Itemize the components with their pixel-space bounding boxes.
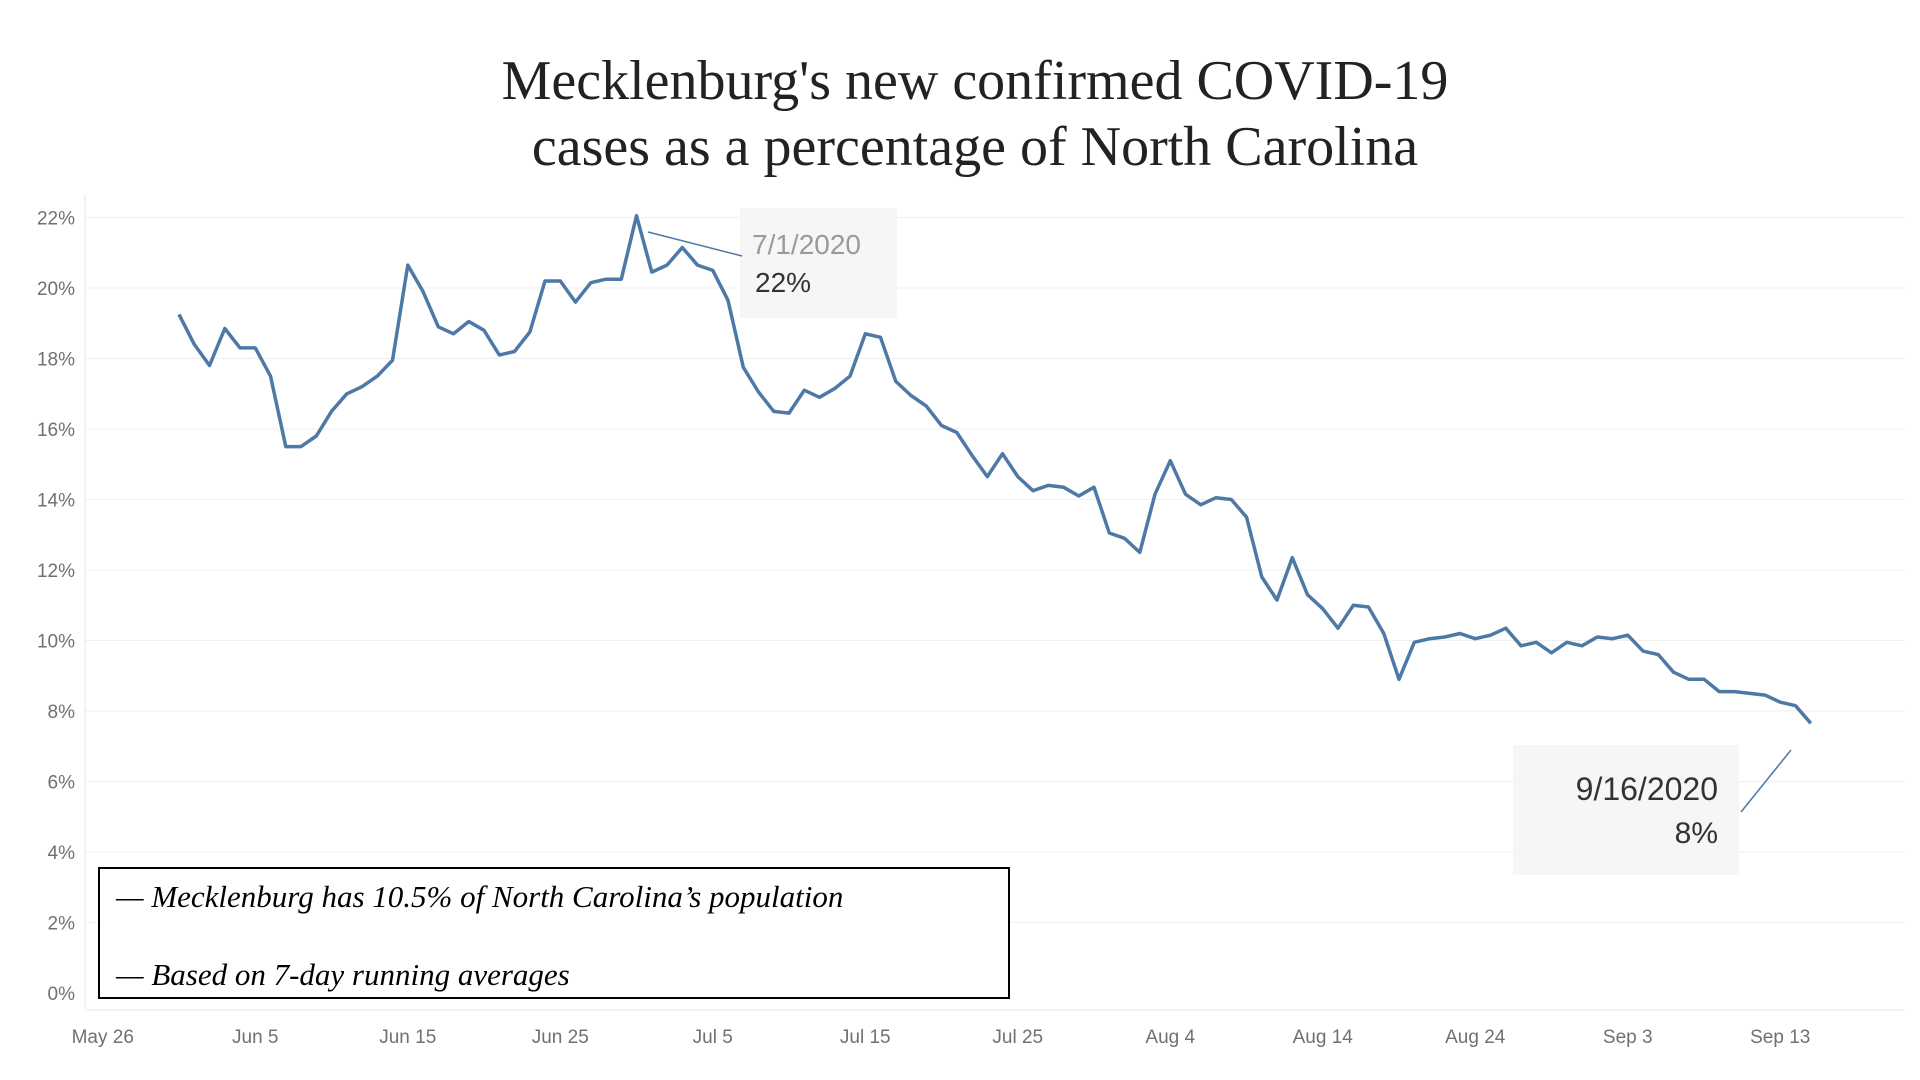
y-tick-label: 2% <box>48 914 76 935</box>
x-tick-label: Jul 25 <box>992 1027 1043 1048</box>
y-tick-label: 18% <box>37 350 75 371</box>
x-axis-ticks: May 26 Jun 5 Jun 15 Jun 25 Jul 5 Jul 15 Jul 25… <box>72 1027 1811 1048</box>
y-tick-label: 16% <box>37 420 75 441</box>
series-line <box>177 213 1813 725</box>
annotation-leader-latest <box>1740 749 1792 813</box>
x-tick-label: Jul 5 <box>693 1027 733 1048</box>
grid-layer <box>85 217 1905 923</box>
y-tick-label: 14% <box>37 491 75 512</box>
x-tick-label: May 26 <box>72 1027 134 1048</box>
y-tick-label: 4% <box>48 843 76 864</box>
x-tick-label: Jun 25 <box>532 1027 589 1048</box>
x-tick-label: Aug 14 <box>1293 1027 1354 1048</box>
notes-box: — Mecklenburg has 10.5% of North Carolin… <box>98 867 1010 999</box>
x-tick-label: Jun 15 <box>379 1027 436 1048</box>
y-tick-label: 10% <box>37 632 75 653</box>
y-tick-label: 12% <box>37 561 75 582</box>
x-tick-label: Sep 13 <box>1750 1027 1810 1048</box>
y-tick-label: 6% <box>48 773 76 794</box>
note-population: — Mecklenburg has 10.5% of North Carolin… <box>116 879 844 914</box>
y-axis-ticks: 0% 2% 4% 6% 8% 10% 12% 14% 16% 18% 20% 22% <box>37 209 75 1006</box>
chart-title-line-2: cases as a percentage of North Carolina <box>531 116 1419 178</box>
annotation-date-latest: 9/16/2020 <box>1576 771 1718 807</box>
annotation-leader-peak <box>647 231 743 257</box>
annotation-value-peak: 22% <box>755 267 811 298</box>
y-tick-label: 8% <box>48 702 76 723</box>
chart-title-line-1: Mecklenburg's new confirmed COVID-19 <box>501 50 1449 112</box>
x-tick-label: Sep 3 <box>1603 1027 1653 1048</box>
y-tick-label: 20% <box>37 279 75 300</box>
x-tick-label: Jul 15 <box>840 1027 891 1048</box>
annotation-date-peak: 7/1/2020 <box>752 229 861 260</box>
y-tick-label: 0% <box>48 984 76 1005</box>
note-averages: — Based on 7-day running averages <box>116 957 570 992</box>
annotation-box-peak <box>740 208 897 318</box>
x-tick-label: Aug 4 <box>1145 1027 1195 1048</box>
annotation-box-latest <box>1513 745 1739 875</box>
x-tick-label: Jun 5 <box>232 1027 278 1048</box>
chart-title: Mecklenburg's new confirmed COVID-19 cas… <box>0 48 1920 180</box>
x-tick-label: Aug 24 <box>1445 1027 1506 1048</box>
y-tick-label: 22% <box>37 209 75 230</box>
annotation-value-latest: 8% <box>1675 817 1718 850</box>
